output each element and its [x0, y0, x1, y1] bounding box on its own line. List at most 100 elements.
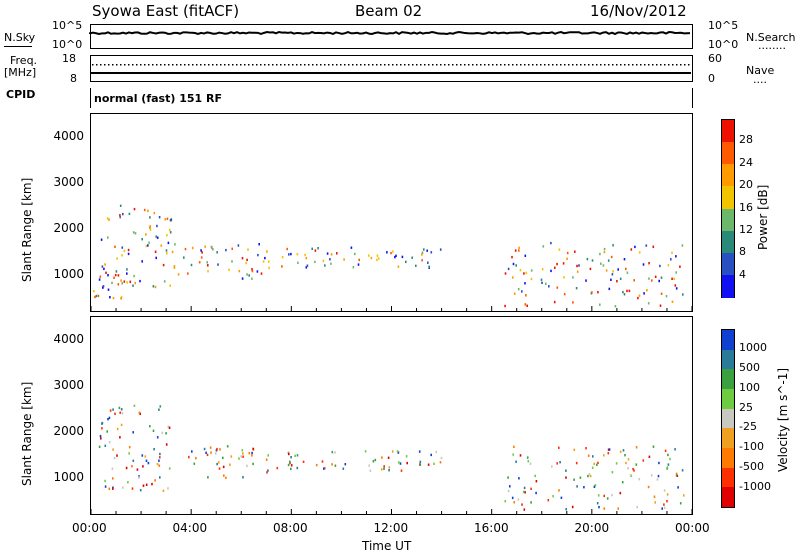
- heatmap-cell: [560, 496, 563, 499]
- heatmap-cell: [578, 264, 580, 267]
- heatmap-cell: [625, 267, 627, 271]
- y-tick-label: 1000: [53, 470, 84, 485]
- noise-trace: [89, 30, 691, 36]
- heatmap-cell: [575, 461, 578, 465]
- heatmap-cell: [548, 285, 550, 288]
- heatmap-cell: [216, 251, 218, 254]
- heatmap-cell: [386, 251, 388, 254]
- heatmap-cell: [627, 467, 629, 470]
- nave-dot: [488, 64, 490, 66]
- heatmap-cell: [118, 406, 121, 410]
- heatmap-cell: [421, 253, 423, 256]
- heatmap-cell: [675, 271, 677, 274]
- heatmap-cell: [674, 448, 676, 451]
- heatmap-cell: [247, 248, 249, 251]
- heatmap-cell: [122, 486, 124, 489]
- colorbar-tick-label: -100: [739, 440, 764, 454]
- heatmap-cell: [622, 290, 624, 294]
- heatmap-cell: [667, 463, 670, 466]
- heatmap-cell: [622, 449, 625, 452]
- heatmap-cell: [658, 461, 660, 465]
- heatmap-cell: [372, 460, 375, 463]
- heatmap-cell: [562, 262, 565, 265]
- heatmap-cell: [401, 255, 404, 259]
- nave-dot: [680, 64, 682, 66]
- nave-dot: [292, 64, 294, 66]
- heatmap-cell: [611, 471, 614, 474]
- heatmap-cell: [153, 448, 155, 451]
- heatmap-cell: [350, 246, 353, 249]
- colorbar-segment: [722, 120, 734, 143]
- heatmap-cell: [257, 253, 259, 257]
- nave-dot: [508, 64, 510, 66]
- heatmap-cell: [218, 467, 221, 470]
- heatmap-cell: [504, 500, 507, 503]
- heatmap-cell: [611, 493, 613, 497]
- heatmap-cell: [287, 463, 290, 467]
- heatmap-cell: [396, 450, 399, 453]
- heatmap-cell: [519, 454, 522, 457]
- heatmap-cell: [617, 507, 619, 510]
- colorbar-tick-label: 8: [739, 245, 746, 259]
- heatmap-cell: [134, 281, 136, 285]
- nave-dot: [332, 64, 334, 66]
- heatmap-cell: [258, 243, 260, 246]
- heatmap-cell: [513, 445, 515, 448]
- heatmap-cell: [323, 467, 325, 470]
- heatmap-cell: [663, 506, 666, 509]
- heatmap-cell: [675, 255, 677, 258]
- velocity-colorbar-label: Velocity [m s^-1]: [776, 367, 790, 472]
- y-tick-label: 4000: [53, 332, 84, 347]
- heatmap-cell: [547, 499, 550, 502]
- heatmap-cell: [106, 430, 108, 433]
- nave-dot: [596, 64, 598, 66]
- heatmap-cell: [556, 286, 559, 289]
- heatmap-cell: [535, 480, 538, 483]
- heatmap-cell: [330, 262, 332, 265]
- heatmap-cell: [191, 246, 194, 250]
- nave-dot: [272, 64, 274, 66]
- heatmap-cell: [156, 236, 159, 239]
- heatmap-cell: [112, 296, 115, 300]
- heatmap-cell: [642, 459, 645, 462]
- heatmap-cell: [237, 244, 240, 247]
- heatmap-cell: [229, 463, 231, 466]
- heatmap-cell: [136, 468, 139, 471]
- heatmap-cell: [104, 479, 106, 483]
- heatmap-cell: [683, 494, 685, 497]
- heatmap-cell: [342, 467, 345, 470]
- heatmap-cell: [264, 256, 266, 260]
- heatmap-cell: [163, 280, 166, 283]
- heatmap-cell: [145, 459, 148, 462]
- heatmap-cell: [628, 289, 631, 293]
- nave-dot: [168, 64, 170, 66]
- heatmap-cell: [267, 260, 270, 263]
- heatmap-cell: [169, 231, 172, 234]
- heatmap-cell: [101, 265, 104, 268]
- heatmap-cell: [210, 245, 213, 249]
- heatmap-cell: [119, 214, 121, 217]
- nave-dot: [276, 64, 278, 66]
- heatmap-cell: [114, 273, 117, 277]
- heatmap-cell: [154, 250, 157, 253]
- heatmap-cell: [638, 251, 641, 254]
- nave-dot: [568, 64, 570, 66]
- nave-dot: [552, 64, 554, 66]
- x-tick-label: 20:00: [574, 521, 610, 535]
- heatmap-cell: [141, 238, 143, 241]
- heatmap-cell: [565, 469, 567, 472]
- heatmap-cell: [607, 452, 610, 455]
- heatmap-cell: [147, 244, 149, 247]
- nave-dot: [540, 64, 542, 66]
- heatmap-cell: [120, 423, 123, 427]
- nave-dot: [648, 64, 650, 66]
- heatmap-cell: [553, 300, 556, 304]
- heatmap-cell: [675, 474, 678, 477]
- heatmap-cell: [129, 280, 132, 283]
- heatmap-cell: [115, 270, 118, 273]
- heatmap-cell: [632, 467, 634, 471]
- heatmap-cell: [133, 404, 136, 407]
- heatmap-cell: [390, 251, 392, 255]
- nave-dot: [592, 64, 594, 66]
- nave-dot: [320, 64, 322, 66]
